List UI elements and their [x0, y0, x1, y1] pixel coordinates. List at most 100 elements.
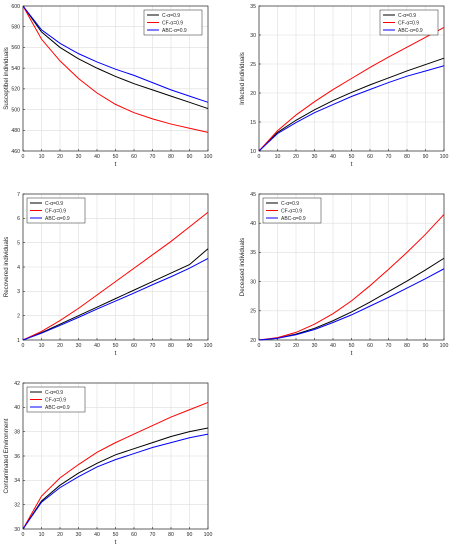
y-tick-label: 30	[250, 279, 256, 285]
y-axis-label: Susceptibel individuals	[3, 47, 10, 110]
x-axis-label: t	[115, 161, 117, 168]
series-line-c	[22, 427, 209, 530]
x-tick-label: 0	[258, 343, 261, 349]
x-tick-label: 10	[275, 343, 281, 349]
chart-panel-2: 0 10 20 30 40 50 60 70 80 90 100101520253035tInfec…	[239, 4, 448, 168]
x-tick-label: 30	[312, 343, 318, 349]
x-tick-label: 50	[113, 154, 119, 160]
legend-entry: CF-α=0.9	[45, 208, 66, 214]
y-axis-label: Contaminated Environment	[3, 418, 10, 493]
x-tick-label: 30	[76, 154, 82, 160]
legend-entry: CF-α=0.9	[45, 397, 66, 403]
x-axis-label: t	[115, 539, 117, 546]
x-tick-label: 90	[187, 532, 193, 538]
series-line-abc	[258, 268, 445, 341]
x-tick-label: 100	[204, 154, 213, 160]
y-tick-label: 38	[14, 429, 20, 435]
x-tick-label: 10	[275, 154, 281, 160]
y-tick-label: 25	[250, 309, 256, 315]
y-tick-label: 4	[17, 265, 20, 271]
y-tick-label: 560	[11, 45, 20, 51]
y-tick-label: 1	[17, 338, 20, 344]
y-tick-label: 25	[250, 62, 256, 68]
x-tick-label: 20	[57, 343, 63, 349]
legend-entry: ABC-α=0.9	[162, 28, 187, 34]
y-tick-label: 15	[250, 120, 256, 126]
y-tick-label: 460	[11, 149, 20, 155]
x-tick-label: 60	[131, 154, 137, 160]
x-tick-label: 50	[349, 154, 355, 160]
x-tick-label: 10	[39, 532, 45, 538]
x-tick-label: 70	[150, 532, 156, 538]
x-tick-label: 100	[440, 154, 449, 160]
x-tick-label: 0	[22, 343, 25, 349]
x-tick-label: 60	[367, 154, 373, 160]
y-tick-label: 32	[14, 502, 20, 508]
x-tick-label: 100	[204, 532, 213, 538]
series-line-cf	[22, 402, 209, 530]
y-tick-label: 540	[11, 66, 20, 72]
legend-entry: ABC-α=0.9	[45, 216, 70, 222]
x-tick-label: 60	[131, 343, 137, 349]
x-tick-label: 40	[330, 343, 336, 349]
x-tick-label: 40	[94, 532, 100, 538]
x-tick-label: 40	[330, 154, 336, 160]
y-tick-label: 35	[250, 4, 256, 10]
chart-panel-5: 0 10 20 30 40 50 60 70 80 90 100 30 32 34 36 38 40 42 t Con…	[3, 381, 212, 546]
x-tick-label: 30	[76, 532, 82, 538]
y-axis-label: Recovered individuals	[3, 237, 10, 298]
y-tick-label: 7	[17, 192, 20, 198]
x-tick-label: 70	[150, 343, 156, 349]
y-tick-label: 5	[17, 240, 20, 246]
y-tick-label: 30	[14, 527, 20, 533]
legend-entry: C-α=0.9	[45, 390, 63, 396]
x-tick-label: 50	[349, 343, 355, 349]
legend-entry: C-α=0.9	[45, 201, 63, 207]
x-tick-label: 20	[57, 532, 63, 538]
y-tick-label: 40	[14, 405, 20, 411]
series-line-c	[22, 5, 209, 110]
legend-entry: C-α=0.9	[162, 13, 180, 19]
x-tick-label: 60	[367, 343, 373, 349]
x-tick-label: 50	[113, 532, 119, 538]
y-tick-label: 42	[14, 381, 20, 387]
legend: C-α=0.9CF-α=0.9 ABC-α=0.9	[143, 9, 203, 36]
y-tick-label: 10	[250, 149, 256, 155]
x-axis-label: t	[351, 161, 353, 168]
legend: C-α=0.9CF-α=0.9 ABC-α=0.9	[379, 9, 439, 36]
x-tick-label: 40	[94, 343, 100, 349]
y-tick-label: 480	[11, 128, 20, 134]
x-tick-label: 0	[258, 154, 261, 160]
series-line-abc	[258, 65, 445, 152]
x-tick-label: 20	[293, 343, 299, 349]
legend: C-α=0.9CF-α=0.9 ABC-α=0.9	[26, 197, 86, 224]
x-tick-label: 70	[150, 154, 156, 160]
x-tick-label: 10	[39, 343, 45, 349]
y-tick-label: 35	[250, 250, 256, 256]
x-tick-label: 0	[22, 154, 25, 160]
x-tick-label: 100	[204, 343, 213, 349]
y-tick-label: 580	[11, 25, 20, 31]
x-tick-label: 80	[168, 343, 174, 349]
x-tick-label: 80	[168, 532, 174, 538]
x-axis-label: t	[115, 350, 117, 357]
y-tick-label: 20	[250, 91, 256, 97]
x-tick-label: 90	[423, 343, 429, 349]
x-tick-label: 10	[39, 154, 45, 160]
x-tick-label: 80	[168, 154, 174, 160]
x-tick-label: 20	[57, 154, 63, 160]
y-tick-label: 34	[14, 478, 20, 484]
legend-entry: C-α=0.9	[281, 201, 299, 207]
legend-entry: CF-α=0.9	[281, 208, 302, 214]
x-tick-label: 20	[293, 154, 299, 160]
x-tick-label: 70	[386, 154, 392, 160]
y-tick-label: 3	[17, 289, 20, 295]
legend-entry: ABC-α=0.9	[398, 28, 423, 34]
x-tick-label: 90	[187, 154, 193, 160]
y-tick-label: 40	[250, 221, 256, 227]
series-line-cf	[22, 211, 209, 341]
y-tick-label: 30	[250, 33, 256, 39]
y-tick-label: 20	[250, 338, 256, 344]
x-tick-label: 0	[22, 532, 25, 538]
